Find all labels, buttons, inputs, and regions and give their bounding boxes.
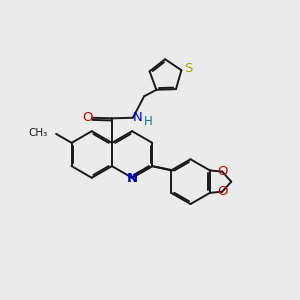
Text: CH₃: CH₃ — [28, 128, 48, 138]
Text: N: N — [127, 172, 138, 185]
Text: O: O — [217, 165, 227, 178]
Text: H: H — [144, 115, 153, 128]
Text: O: O — [82, 111, 92, 124]
Text: S: S — [184, 62, 192, 75]
Text: N: N — [132, 111, 142, 124]
Text: O: O — [217, 185, 227, 198]
